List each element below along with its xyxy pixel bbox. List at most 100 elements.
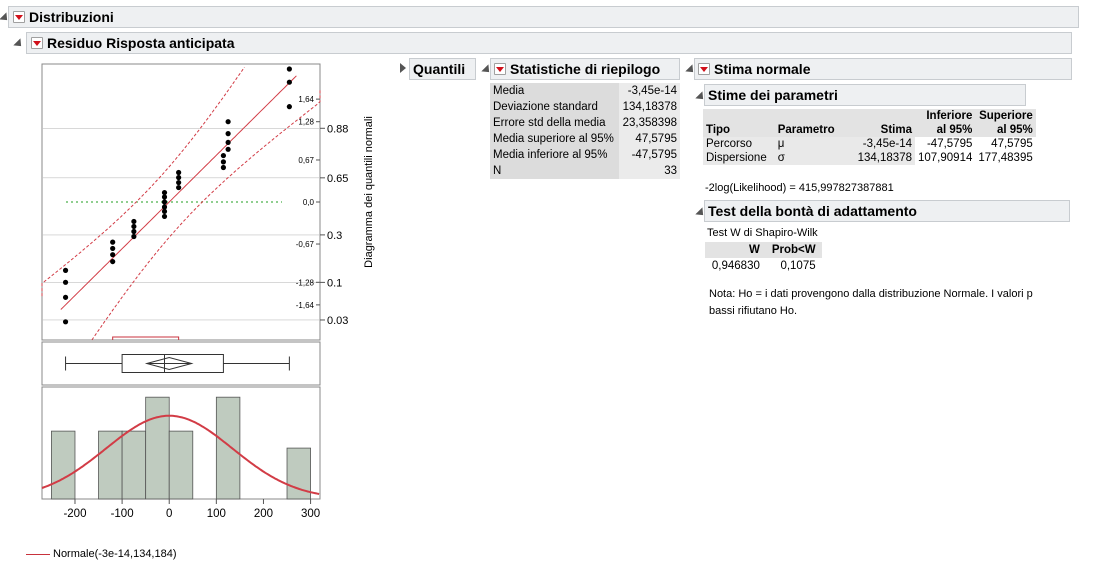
gof-note-line1: Nota: Ho = i dati provengono dalla distr… bbox=[709, 288, 1033, 300]
qq-point bbox=[286, 79, 292, 85]
qq-z-tick-label: 0,67 bbox=[298, 156, 314, 165]
stats-label: Errore std della media bbox=[490, 115, 619, 131]
gof-w-value: 0,946830 bbox=[711, 260, 760, 272]
qq-point bbox=[225, 131, 231, 137]
stats-value: -3,45e-14 bbox=[618, 83, 680, 99]
params-header[interactable]: Stime dei parametri bbox=[704, 84, 1026, 106]
stats-row: Errore std della media 23,358398 bbox=[490, 115, 680, 131]
normal-fit-header[interactable]: Stima normale bbox=[694, 58, 1072, 80]
stats-value: 47,5795 bbox=[618, 131, 680, 147]
params-table: Tipo Parametro Stima Inferiore Superiore… bbox=[703, 109, 1036, 165]
report-header[interactable]: Distribuzioni bbox=[8, 6, 1079, 28]
params-row: Dispersione σ 134,18378 107,90914 177,48395 bbox=[703, 151, 1036, 165]
qq-point bbox=[62, 294, 69, 300]
quantili-title: Quantili bbox=[413, 61, 466, 77]
qq-point bbox=[161, 204, 168, 210]
qq-prob-tick-label: 0.03 bbox=[327, 315, 348, 327]
qq-point bbox=[220, 152, 227, 159]
gof-title: Test della bontà di adattamento bbox=[708, 203, 917, 219]
charts-panel: 0.88 0.65 0.3 0.1 0.03 1,64 1,28 0,67 0,0 -0,67 -1… bbox=[41, 63, 375, 520]
param-symbol: σ bbox=[769, 151, 855, 165]
chevron-right-icon bbox=[400, 63, 406, 73]
qq-point bbox=[62, 267, 69, 273]
qq-point bbox=[286, 66, 292, 72]
stats-value: 33 bbox=[618, 163, 680, 179]
stats-label: Media inferiore al 95% bbox=[490, 147, 619, 163]
qq-prob-tick-label: 0.88 bbox=[327, 123, 348, 135]
qq-point bbox=[220, 164, 227, 171]
qq-axis-label: Diagramma dei quantili normali bbox=[363, 116, 375, 268]
param-tipo: Dispersione bbox=[703, 151, 770, 165]
qq-point bbox=[161, 194, 168, 200]
box-shortest-half bbox=[112, 336, 180, 340]
stats-title: Statistiche di riepilogo bbox=[510, 61, 661, 77]
qq-point bbox=[110, 252, 116, 258]
col-superiore: Superiore bbox=[975, 109, 1036, 123]
stats-value: -47,5795 bbox=[618, 147, 680, 163]
qq-prob-tick-label: 0.3 bbox=[327, 230, 342, 242]
params-row: Percorso μ -3,45e-14 -47,5795 47,5795 bbox=[703, 137, 1036, 151]
normal-fit-title: Stima normale bbox=[714, 61, 811, 77]
loglik-text: -2log(Likelihood) = 415,997827387881 bbox=[705, 182, 894, 194]
gof-header[interactable]: Test della bontà di adattamento bbox=[704, 200, 1070, 222]
qq-point bbox=[161, 189, 168, 196]
param-inf: -47,5795 bbox=[926, 138, 973, 150]
red-triangle-menu-icon[interactable] bbox=[698, 63, 710, 75]
x-axis-tick-label: 100 bbox=[207, 508, 226, 520]
qq-point bbox=[225, 139, 231, 146]
quantili-collapse[interactable] bbox=[400, 62, 410, 76]
params-title: Stime dei parametri bbox=[708, 87, 838, 103]
variable-title: Residuo Risposta anticipata bbox=[47, 35, 235, 51]
histogram-bar bbox=[168, 430, 194, 500]
qq-z-tick-label: 1,28 bbox=[298, 118, 314, 127]
gof-table: W Prob<W 0,946830 0,1075 bbox=[705, 242, 822, 274]
stats-header[interactable]: Statistiche di riepilogo bbox=[490, 58, 680, 80]
stats-label: N bbox=[490, 163, 619, 179]
stats-label: Media superiore al 95% bbox=[490, 131, 619, 147]
param-symbol: μ bbox=[769, 137, 855, 151]
stats-value: 23,358398 bbox=[618, 115, 680, 131]
qq-point bbox=[176, 174, 182, 181]
x-axis-tick-label: -100 bbox=[111, 508, 134, 520]
red-triangle-menu-icon[interactable] bbox=[31, 37, 43, 49]
stats-table: Media -3,45e-14 Deviazione standard 134,183… bbox=[490, 83, 680, 179]
qq-point bbox=[225, 146, 231, 152]
param-tipo: Percorso bbox=[703, 137, 770, 151]
quantili-header[interactable]: Quantili bbox=[409, 58, 476, 80]
qq-z-tick-label: 0,0 bbox=[303, 198, 315, 207]
qq-z-tick-label: -1,28 bbox=[296, 278, 315, 287]
qq-fit-line bbox=[60, 75, 297, 310]
histogram-normal-curve bbox=[41, 414, 320, 495]
qq-point bbox=[176, 169, 182, 176]
x-axis-tick-label: 200 bbox=[254, 508, 273, 520]
stats-row: Media -3,45e-14 bbox=[490, 83, 680, 99]
qq-point bbox=[176, 179, 182, 186]
x-axis-tick-label: -200 bbox=[63, 508, 86, 520]
param-sup: 47,5795 bbox=[991, 138, 1033, 150]
variable-header[interactable]: Residuo Risposta anticipata bbox=[26, 32, 1072, 54]
stats-row: N 33 bbox=[490, 163, 680, 179]
qq-point bbox=[131, 228, 137, 235]
qq-point bbox=[62, 279, 69, 285]
stats-row: Media superiore al 95% 47,5795 bbox=[490, 131, 680, 147]
stats-label: Media bbox=[490, 83, 619, 99]
param-stima: 134,18378 bbox=[854, 151, 915, 165]
gof-col-w: W bbox=[705, 242, 766, 258]
qq-point bbox=[110, 245, 116, 252]
qq-point bbox=[176, 184, 182, 191]
qq-point bbox=[225, 119, 231, 125]
qq-point bbox=[161, 208, 168, 215]
histogram-bar bbox=[145, 396, 170, 500]
red-triangle-menu-icon[interactable] bbox=[13, 11, 25, 23]
col-stima: Stima bbox=[854, 109, 915, 137]
fit-legend: Normale(-3e-14,134,184) bbox=[26, 548, 177, 560]
histogram-bar bbox=[51, 430, 76, 500]
qq-point bbox=[161, 213, 168, 220]
qq-point bbox=[131, 233, 137, 240]
stats-row: Media inferiore al 95% -47,5795 bbox=[490, 147, 680, 163]
qq-z-tick-label: -0,67 bbox=[296, 240, 315, 249]
qq-conf-band-lower bbox=[41, 66, 245, 297]
red-triangle-menu-icon[interactable] bbox=[494, 63, 506, 75]
legend-label: Normale(-3e-14,134,184) bbox=[53, 548, 177, 560]
report-title: Distribuzioni bbox=[29, 9, 114, 25]
